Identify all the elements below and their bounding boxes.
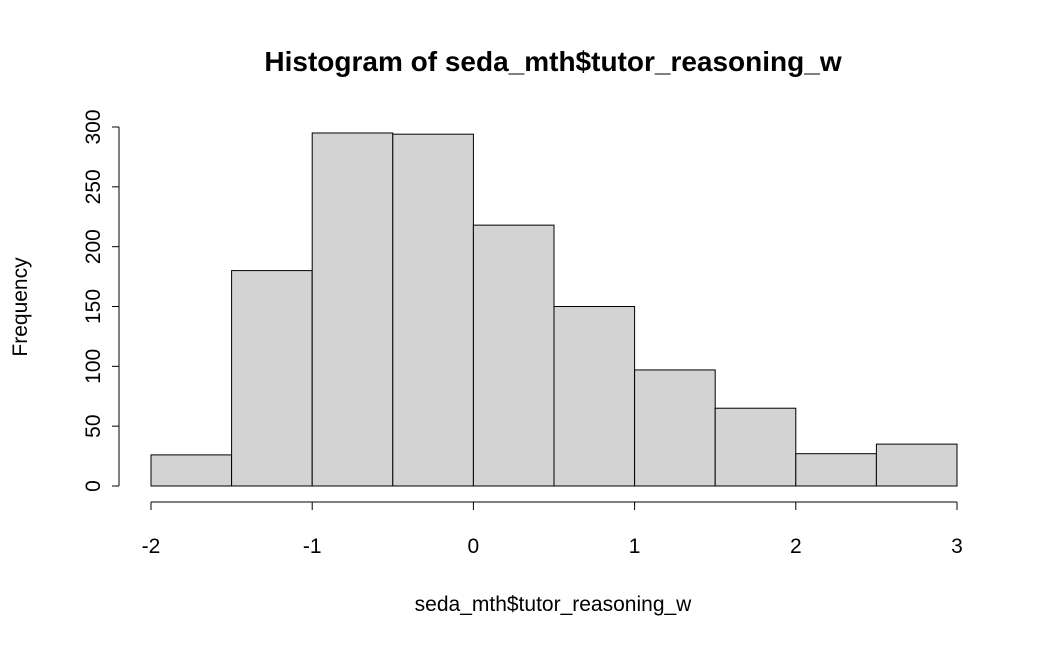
y-tick-label: 250 (82, 169, 105, 204)
histogram-bar-4 (472, 224, 555, 487)
x-tick-label: -2 (142, 535, 161, 558)
y-tick-label: 150 (82, 289, 105, 324)
y-tick-label: 300 (82, 109, 105, 144)
histogram-bar-8 (795, 453, 877, 487)
x-tick-label: 0 (468, 535, 480, 558)
histogram-bar-7 (714, 407, 797, 487)
chart-title: Histogram of seda_mth$tutor_reasoning_w (264, 46, 841, 77)
x-tick-label: -1 (303, 535, 322, 558)
histogram-bar-1 (231, 270, 313, 487)
x-tick-label: 1 (629, 535, 641, 558)
y-axis-label: Frequency (9, 257, 32, 357)
y-tick-label: 200 (82, 229, 105, 264)
histogram-bar-9 (875, 443, 958, 487)
x-axis: -2 -1 0 1 2 3 (142, 501, 963, 558)
histogram-bar-3 (392, 133, 474, 487)
y-axis: 0 50 100 150 200 250 300 (82, 109, 120, 492)
y-tick-label: 0 (82, 480, 105, 492)
histogram-bar-2 (311, 132, 394, 487)
y-tick-label: 50 (82, 414, 105, 437)
y-tick-label: 100 (82, 349, 105, 384)
x-axis-label: seda_mth$tutor_reasoning_w (415, 593, 693, 616)
bars-group (150, 132, 958, 487)
histogram-bar-6 (634, 369, 716, 487)
x-tick-label: 3 (951, 535, 963, 558)
x-tick-label: 2 (790, 535, 802, 558)
histogram-bar-0 (150, 454, 233, 487)
histogram-bar-5 (553, 306, 636, 487)
